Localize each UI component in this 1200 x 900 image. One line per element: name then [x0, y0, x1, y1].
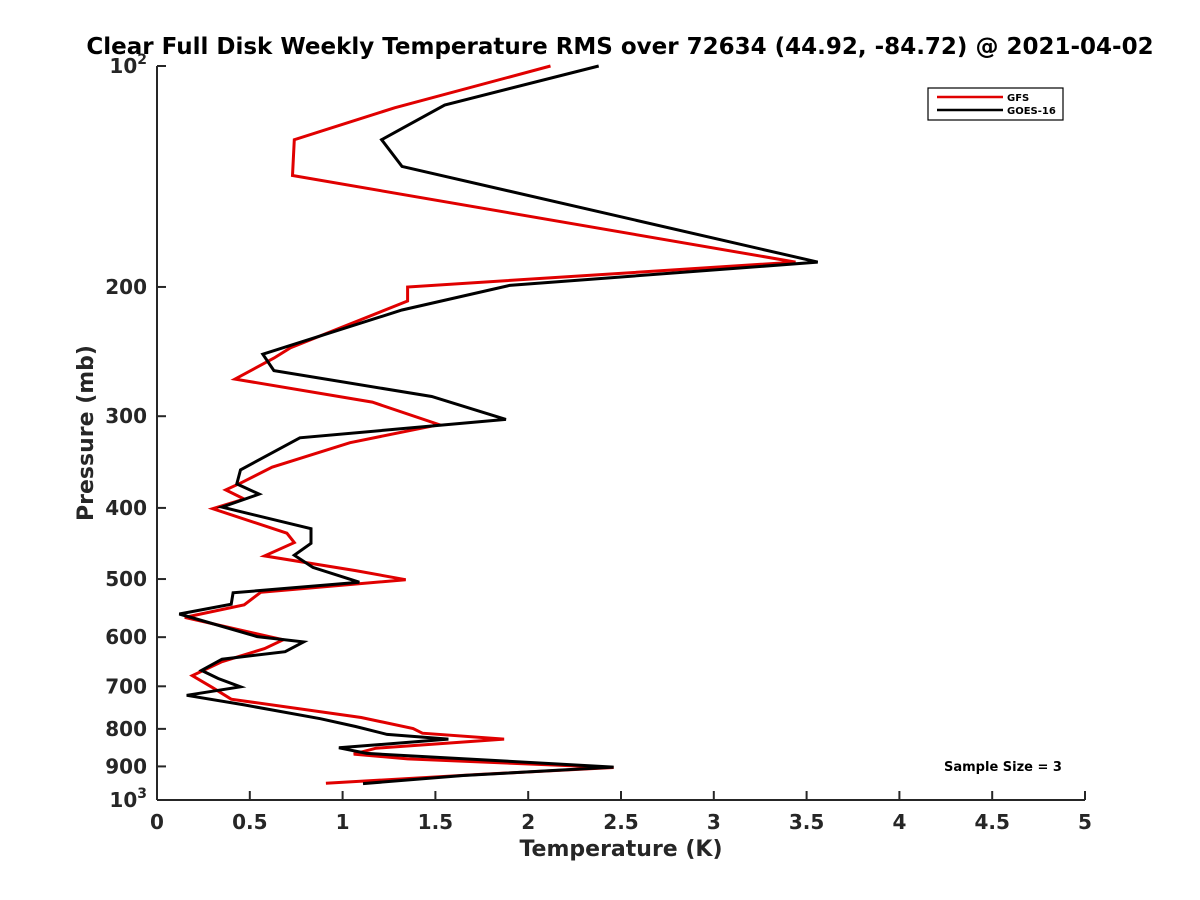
legend-box [927, 87, 1064, 121]
y-tick-label: 900 [105, 754, 147, 778]
plot-lines [178, 64, 819, 786]
x-tick-label: 0.5 [232, 810, 267, 834]
y-tick-label: 800 [105, 717, 147, 741]
x-ticks: 0 0.5 1 1.5 2 2.5 3 3.5 4 4.5 5 [150, 791, 1092, 834]
legend: GFS GOES-16 [927, 87, 1064, 121]
y-tick-label: 700 [105, 674, 147, 698]
sample-size-annotation: Sample Size = 3 [944, 760, 1062, 775]
x-tick-label: 4 [892, 810, 906, 834]
y-axis-label: Pressure (mb) [74, 345, 99, 521]
legend-label-goes-16: GOES-16 [1007, 106, 1056, 117]
x-tick-label: 2.5 [603, 810, 638, 834]
chart-title: Clear Full Disk Weekly Temperature RMS o… [86, 34, 1153, 60]
x-tick-label: 3 [707, 810, 721, 834]
y-tick-label: 500 [105, 567, 147, 591]
y-tick-label: 400 [105, 496, 147, 520]
x-tick-label: 5 [1078, 810, 1092, 834]
x-tick-label: 1.5 [418, 810, 453, 834]
legend-label-gfs: GFS [1007, 93, 1029, 104]
y-tick-label: 102 [109, 52, 147, 78]
x-tick-label: 4.5 [974, 810, 1009, 834]
x-tick-label: 3.5 [789, 810, 824, 834]
x-axis-label: Temperature (K) [519, 837, 722, 862]
x-tick-label: 1 [336, 810, 350, 834]
x-tick-label: 2 [521, 810, 535, 834]
y-ticks: 102 200 300 400 500 600 700 800 900 103 [105, 52, 166, 812]
y-tick-label: 300 [105, 404, 147, 428]
y-tick-label: 103 [109, 786, 147, 812]
y-tick-label: 200 [105, 275, 147, 299]
x-tick-label: 0 [150, 810, 164, 834]
y-tick-label: 600 [105, 625, 147, 649]
series-line-goes-16 [178, 64, 819, 786]
